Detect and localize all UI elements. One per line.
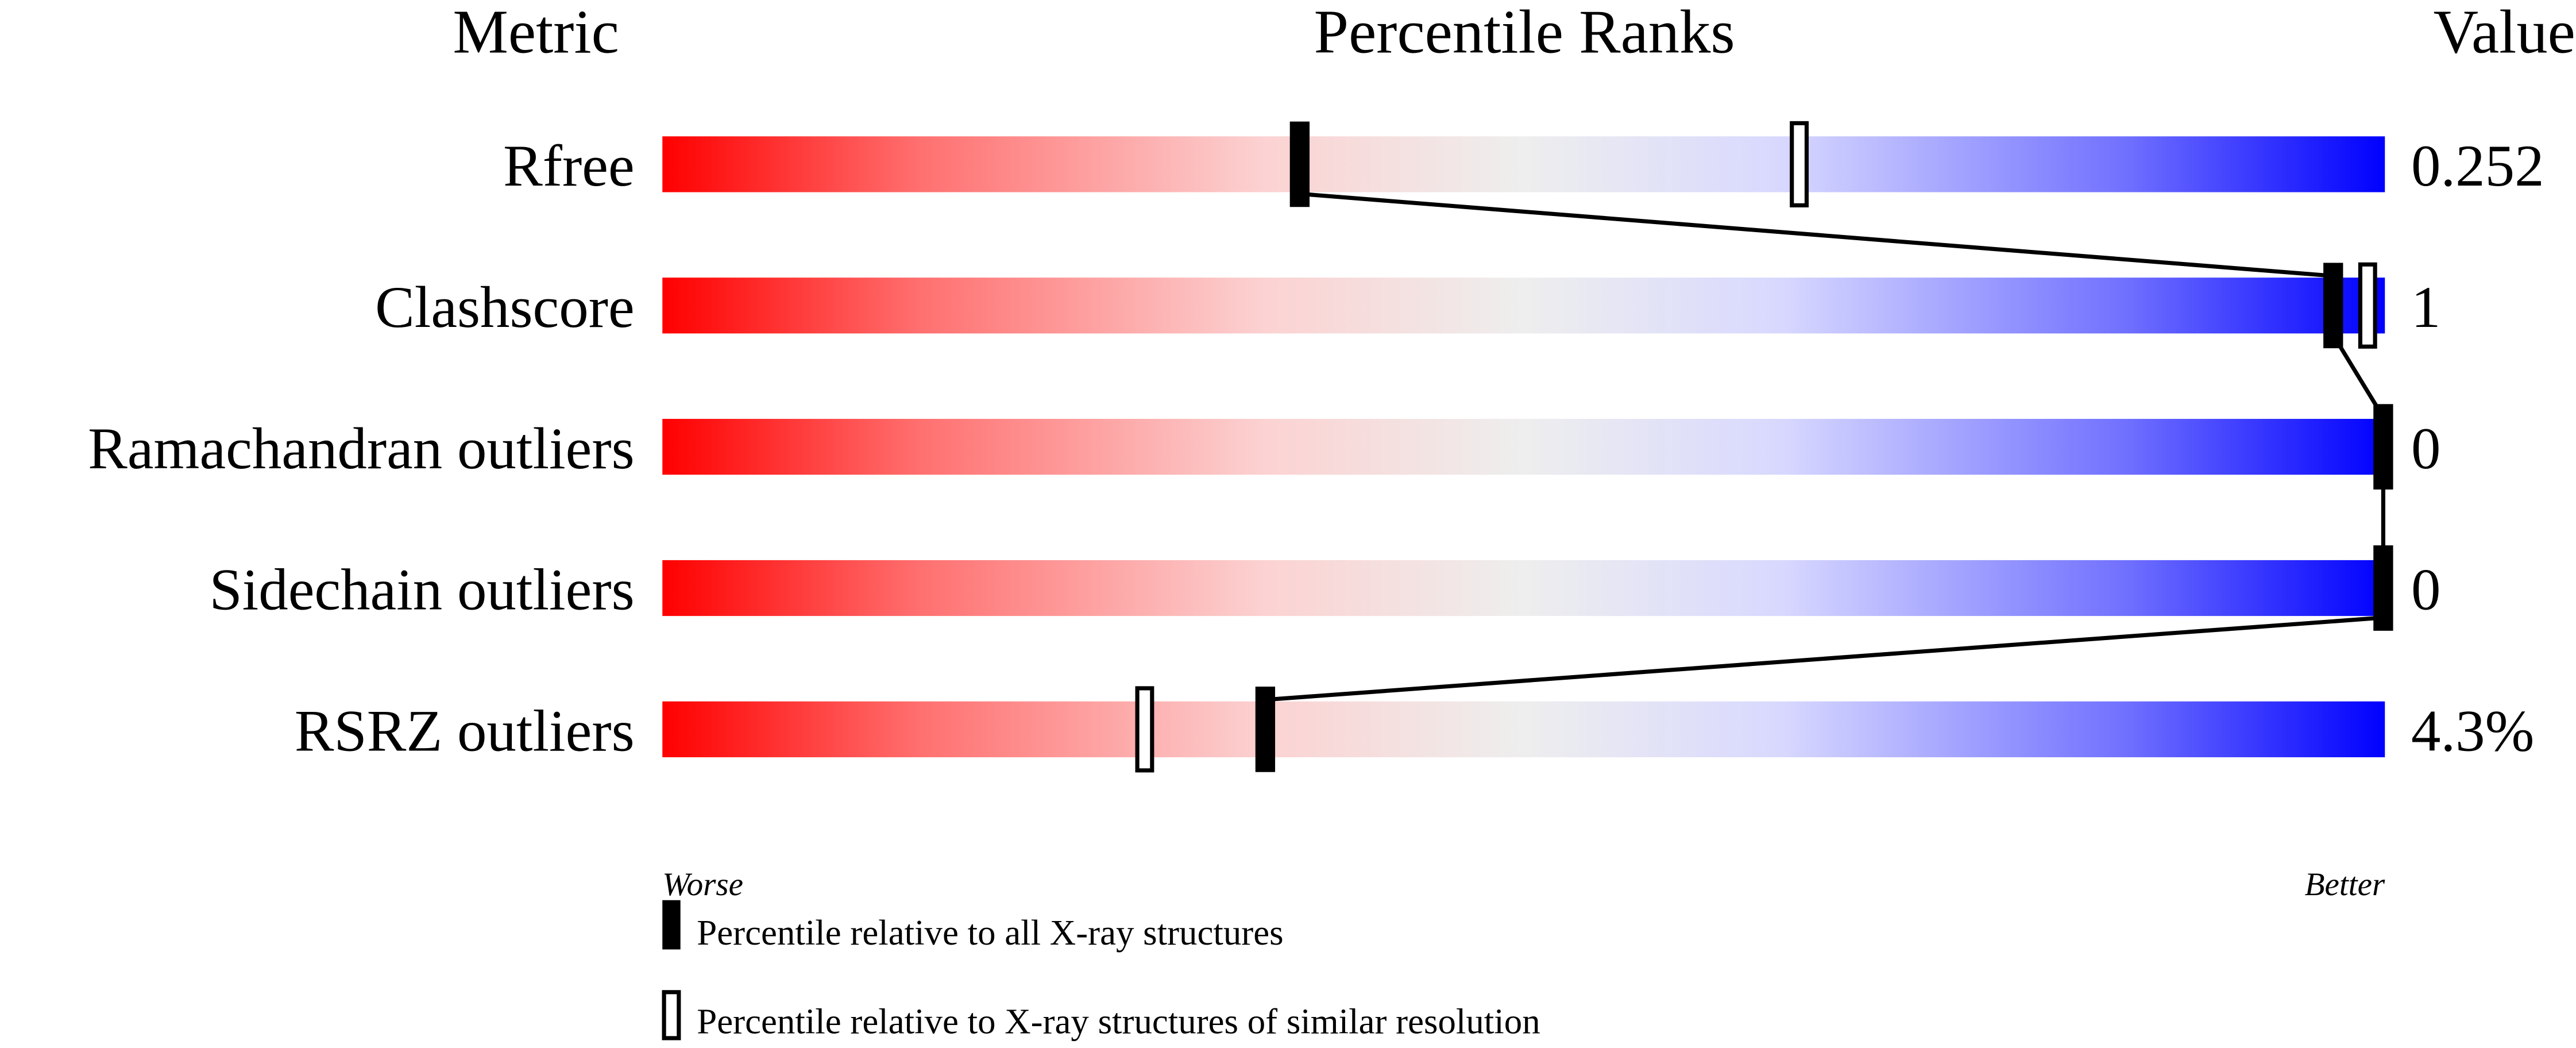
metric-value: 4.3% — [2411, 699, 2534, 764]
metric-label: Clashscore — [375, 275, 635, 340]
metric-value: 0 — [2411, 557, 2440, 623]
connector-line — [1299, 191, 2334, 278]
percentile-bar — [662, 136, 2385, 192]
header-value: Value — [2434, 0, 2575, 66]
metric-label: Sidechain outliers — [209, 557, 634, 623]
marker-all-structures — [2373, 404, 2393, 490]
connector-line — [1265, 615, 2384, 702]
legend-marker-open — [662, 990, 681, 1041]
metric-label: Rfree — [503, 133, 635, 199]
marker-all-structures — [2323, 263, 2343, 349]
axis-label-better: Better — [2305, 866, 2385, 903]
legend-marker-filled — [662, 900, 681, 950]
metric-label: RSRZ outliers — [295, 699, 635, 764]
marker-all-structures — [2373, 545, 2393, 631]
header-metric: Metric — [453, 0, 619, 66]
legend-label-all: Percentile relative to all X-ray structu… — [697, 912, 1283, 953]
metric-label: Ramachandran outliers — [88, 416, 635, 481]
percentile-bar — [662, 278, 2385, 334]
metric-value: 0.252 — [2411, 133, 2544, 199]
marker-similar-resolution — [1135, 686, 1154, 773]
marker-all-structures — [1289, 121, 1310, 207]
percentile-bar — [662, 419, 2385, 475]
marker-similar-resolution — [1790, 121, 1809, 207]
header-percentile-ranks: Percentile Ranks — [1314, 0, 1735, 66]
connector-line — [2331, 334, 2385, 419]
legend-label-similar: Percentile relative to X-ray structures … — [697, 1001, 1540, 1041]
marker-all-structures — [1255, 687, 1276, 772]
metric-value: 0 — [2411, 416, 2440, 481]
marker-similar-resolution — [2358, 262, 2377, 349]
percentile-bar — [662, 560, 2385, 617]
metric-value: 1 — [2411, 275, 2440, 340]
axis-label-worse: Worse — [662, 866, 743, 903]
percentile-bar — [662, 701, 2385, 757]
